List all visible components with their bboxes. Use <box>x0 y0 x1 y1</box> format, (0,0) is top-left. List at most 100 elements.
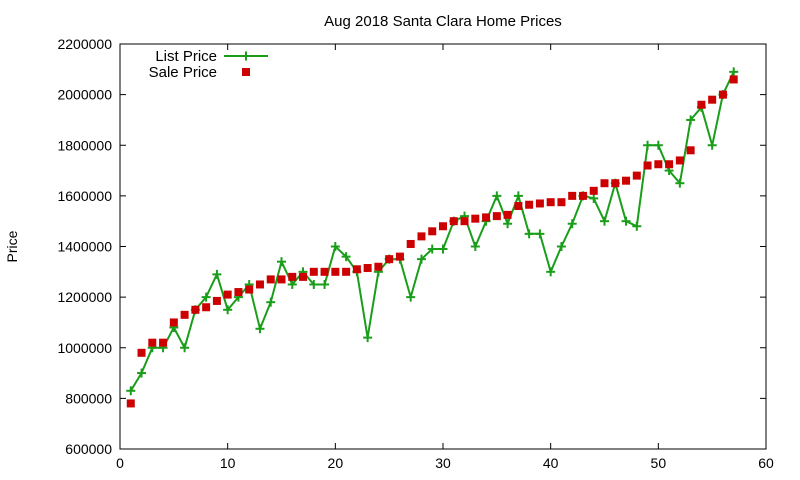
list-price-point <box>524 229 534 239</box>
sale-price-point <box>320 267 329 276</box>
x-tick-label: 40 <box>543 455 559 471</box>
y-tick-label: 2000000 <box>57 87 112 103</box>
list-price-point <box>137 368 147 378</box>
sale-price-point <box>180 310 189 319</box>
sale-price-point <box>718 90 727 99</box>
sale-price-point <box>342 267 351 276</box>
sale-price-point <box>675 156 684 165</box>
list-price-point <box>126 386 136 396</box>
list-price-point <box>707 140 717 150</box>
list-price-point <box>675 178 685 188</box>
list-price-point <box>341 252 351 262</box>
y-tick-label: 2200000 <box>57 36 112 52</box>
sale-price-point <box>202 303 211 312</box>
list-price-point <box>277 257 286 267</box>
sale-price-point <box>697 100 706 109</box>
sale-price-point <box>159 338 168 347</box>
sale-price-point <box>578 191 587 200</box>
series-layer <box>126 67 739 408</box>
list-price-point <box>427 244 437 254</box>
sale-price-point <box>632 171 641 180</box>
list-price-point <box>363 333 373 343</box>
sale-price-point <box>223 290 232 299</box>
list-price-point <box>503 219 513 229</box>
sale-price-point <box>729 75 738 84</box>
list-price-point <box>470 242 480 251</box>
sale-price-point <box>439 222 447 231</box>
legend-label-list-price: List Price <box>155 48 217 65</box>
sale-price-point <box>611 179 620 188</box>
x-tick-label: 10 <box>220 455 236 471</box>
sale-price-point <box>169 318 178 327</box>
list-price-point <box>223 305 233 315</box>
sale-price-point <box>665 160 674 169</box>
sale-price-point <box>708 95 717 104</box>
sale-price-point <box>374 262 383 271</box>
sale-price-point <box>482 213 491 222</box>
list-price-point <box>212 269 222 279</box>
sale-price-point <box>126 399 135 408</box>
y-tick-label: 1200000 <box>57 289 112 305</box>
list-price-point <box>621 216 631 226</box>
list-price-point <box>255 324 265 334</box>
sale-price-point <box>643 161 652 170</box>
sale-price-point <box>460 217 469 226</box>
sale-price-point <box>277 275 286 284</box>
list-price-point <box>556 242 566 251</box>
x-tick-label: 30 <box>435 455 451 471</box>
list-price-point <box>686 115 696 125</box>
sale-price-point <box>428 227 437 236</box>
sale-price-point <box>589 186 598 195</box>
x-axis: 0 10 20 30 40 50 60 <box>116 44 774 471</box>
legend-marker-list-price <box>241 51 251 61</box>
list-price-point <box>729 67 739 77</box>
sale-price-point <box>622 176 631 185</box>
y-tick-label: 1000000 <box>57 340 112 356</box>
list-price-point <box>567 219 577 229</box>
list-price-point <box>180 343 190 353</box>
list-price-point <box>589 193 599 203</box>
y-tick-label: 1400000 <box>57 239 112 255</box>
list-price-point <box>653 140 663 150</box>
sale-price-point <box>148 338 157 347</box>
list-price-point <box>632 221 642 231</box>
legend-plus <box>241 51 251 61</box>
sale-price-point <box>471 214 480 223</box>
legend: List Price Sale Price <box>149 48 268 81</box>
sale-price-point <box>245 285 254 294</box>
sale-price-point <box>686 146 695 155</box>
list-price-point <box>330 242 340 251</box>
legend-label-sale-price: Sale Price <box>149 64 217 81</box>
sale-price-point <box>525 200 534 209</box>
sale-price-point <box>503 210 512 219</box>
sale-price-point <box>406 239 415 248</box>
sale-price-point <box>266 275 275 284</box>
y-tick-label: 800000 <box>65 390 112 406</box>
sale-price-point <box>654 160 663 169</box>
sale-price-point <box>352 265 361 274</box>
sale-price-point <box>492 212 501 221</box>
sale-price-point <box>191 305 200 314</box>
sale-price-point <box>600 179 609 188</box>
list-price-point <box>287 279 297 289</box>
sale-price-point <box>309 267 318 276</box>
sale-price-point <box>255 280 264 289</box>
sale-price-point <box>331 267 340 276</box>
legend-marker-sale-price <box>242 68 250 76</box>
y-tick-label: 600000 <box>65 441 112 457</box>
list-price-point <box>438 244 448 254</box>
list-price-point <box>513 191 523 201</box>
list-price-point <box>600 216 609 226</box>
list-price-point <box>201 292 211 302</box>
list-price-point <box>309 279 319 289</box>
list-price-point <box>406 292 416 302</box>
sale-price-point <box>557 198 566 207</box>
sale-price-point <box>514 202 523 210</box>
x-tick-label: 60 <box>758 455 774 471</box>
sale-price-point <box>417 232 426 241</box>
list-price-point <box>535 229 545 239</box>
sale-price-point <box>299 272 308 281</box>
list-price-point <box>416 254 426 264</box>
sale-price-point <box>535 199 544 208</box>
